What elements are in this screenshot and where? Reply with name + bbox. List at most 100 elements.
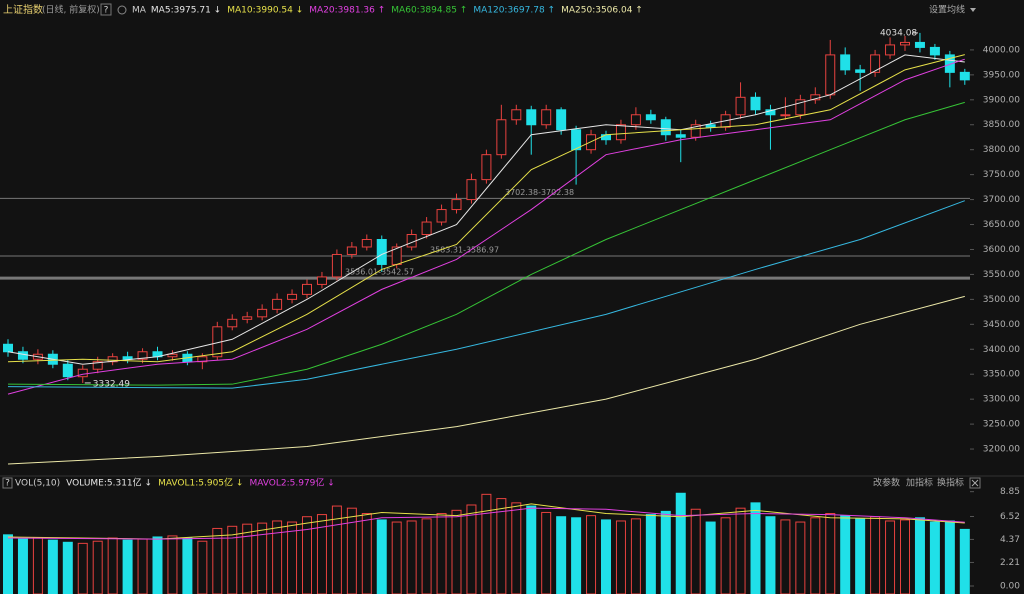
volume-bar [122, 539, 133, 594]
help-box[interactable] [100, 3, 112, 16]
volume-bar [137, 538, 148, 594]
help[interactable]: ? [5, 479, 10, 489]
ma-line [7, 54, 965, 365]
close-box[interactable] [969, 477, 981, 489]
close-icon[interactable] [971, 479, 979, 487]
legend-entry: MA120:3697.78 ↑ [473, 6, 555, 16]
volume-bar [765, 516, 776, 594]
index-title: 上证指数 [3, 3, 43, 16]
volume-bar [77, 542, 88, 594]
volume-bar [675, 492, 686, 594]
candle-body [287, 293, 298, 300]
candle-body [466, 179, 477, 201]
y-tick-label: 3450.00 [983, 320, 1020, 330]
legend-entry: MAVOL2:5.979亿 ↓ [249, 477, 334, 489]
candle-body [556, 109, 567, 131]
volume-bar [302, 516, 312, 594]
volume-bar [152, 536, 163, 594]
legend-entry: MA60:3894.85 ↑ [391, 6, 467, 16]
y-tick-label: 3600.00 [983, 245, 1020, 255]
candle-body [257, 308, 268, 318]
volume-bar [780, 519, 791, 594]
volume-bar [3, 534, 13, 594]
help-box[interactable] [2, 477, 13, 489]
volume-bar [511, 502, 522, 594]
candle-body [929, 46, 940, 56]
y-tick-label: 3800.00 [983, 145, 1020, 155]
ma-line [7, 58, 965, 395]
candle-body [316, 276, 327, 285]
candle-body [302, 283, 312, 295]
candle-body [227, 318, 238, 328]
volume-bar [496, 498, 507, 594]
y-tick-label: 3750.00 [983, 170, 1020, 180]
volume-bar [959, 528, 970, 594]
volume-bar [795, 521, 806, 594]
toolbar-item[interactable]: 换指标 [937, 477, 964, 489]
volume-bar [885, 520, 896, 594]
volume-bar [630, 518, 641, 594]
ma-line [7, 200, 965, 389]
candle-body [630, 114, 641, 126]
volume-bar [62, 541, 73, 594]
dropdown-arrow[interactable] [970, 8, 976, 12]
toolbar-item[interactable]: 改参数 [873, 477, 900, 489]
volume-bar [361, 513, 372, 594]
volume-bar [421, 518, 432, 594]
volume-bar [466, 504, 477, 594]
volume-bar [92, 540, 103, 594]
legend-entry: MA10:3990.54 ↓ [227, 6, 303, 16]
y-tick-label: 4.37 [1000, 535, 1020, 545]
candle-body [750, 96, 761, 111]
legend-entry: MA250:3506.04 ↑ [561, 6, 643, 16]
candle-body [780, 114, 791, 117]
volume-bar [929, 521, 940, 594]
min-annotation: 3332.49 [93, 379, 130, 389]
level-label: 3583.31-3586.97 [430, 245, 499, 254]
y-tick-label: 4000.00 [983, 45, 1020, 55]
y-tick-label: 3650.00 [983, 220, 1020, 230]
help[interactable]: ? [104, 6, 109, 16]
ma-settings[interactable]: 设置均线 [929, 4, 965, 16]
volume-bar [705, 521, 716, 594]
mavol-line [7, 507, 965, 540]
volume-bar [750, 502, 761, 594]
candle-body [541, 109, 552, 126]
candle-body [885, 44, 896, 56]
y-tick-label: 3700.00 [983, 195, 1020, 205]
candle-body [137, 351, 148, 360]
settings-icon[interactable] [117, 5, 127, 15]
volume-bar [840, 515, 851, 594]
toolbar-item[interactable]: 加指标 [906, 477, 933, 489]
candle-body [675, 134, 686, 138]
y-tick-label: 3850.00 [983, 120, 1020, 130]
volume-bar [47, 539, 58, 594]
candle-body [825, 54, 836, 96]
candle-body [3, 343, 13, 353]
candle-body [900, 41, 910, 46]
volume-bar [735, 507, 746, 594]
legend-entry: MAVOL1:5.905亿 ↓ [158, 477, 243, 489]
volume-bar [914, 517, 925, 594]
ma-line [7, 295, 965, 465]
volume-bar [556, 516, 567, 594]
volume-bar [944, 520, 955, 594]
candle-body [17, 351, 28, 360]
y-tick-label: 3950.00 [983, 70, 1020, 80]
candle-body [914, 41, 925, 48]
volume-bar [32, 537, 43, 594]
volume-bar [272, 520, 283, 594]
volume-bar [17, 538, 28, 594]
y-tick-label: 3900.00 [983, 95, 1020, 105]
candle-body [376, 238, 387, 265]
volume-bar [720, 517, 731, 594]
y-tick-label: 3350.00 [983, 370, 1020, 380]
volume-bar [810, 517, 821, 594]
candle-body [615, 124, 626, 141]
volume-bar [197, 540, 208, 594]
volume-title: VOL(5,10) [15, 479, 60, 489]
ma-line [7, 54, 965, 363]
volume-bar [526, 505, 537, 594]
candle-body [436, 209, 447, 223]
